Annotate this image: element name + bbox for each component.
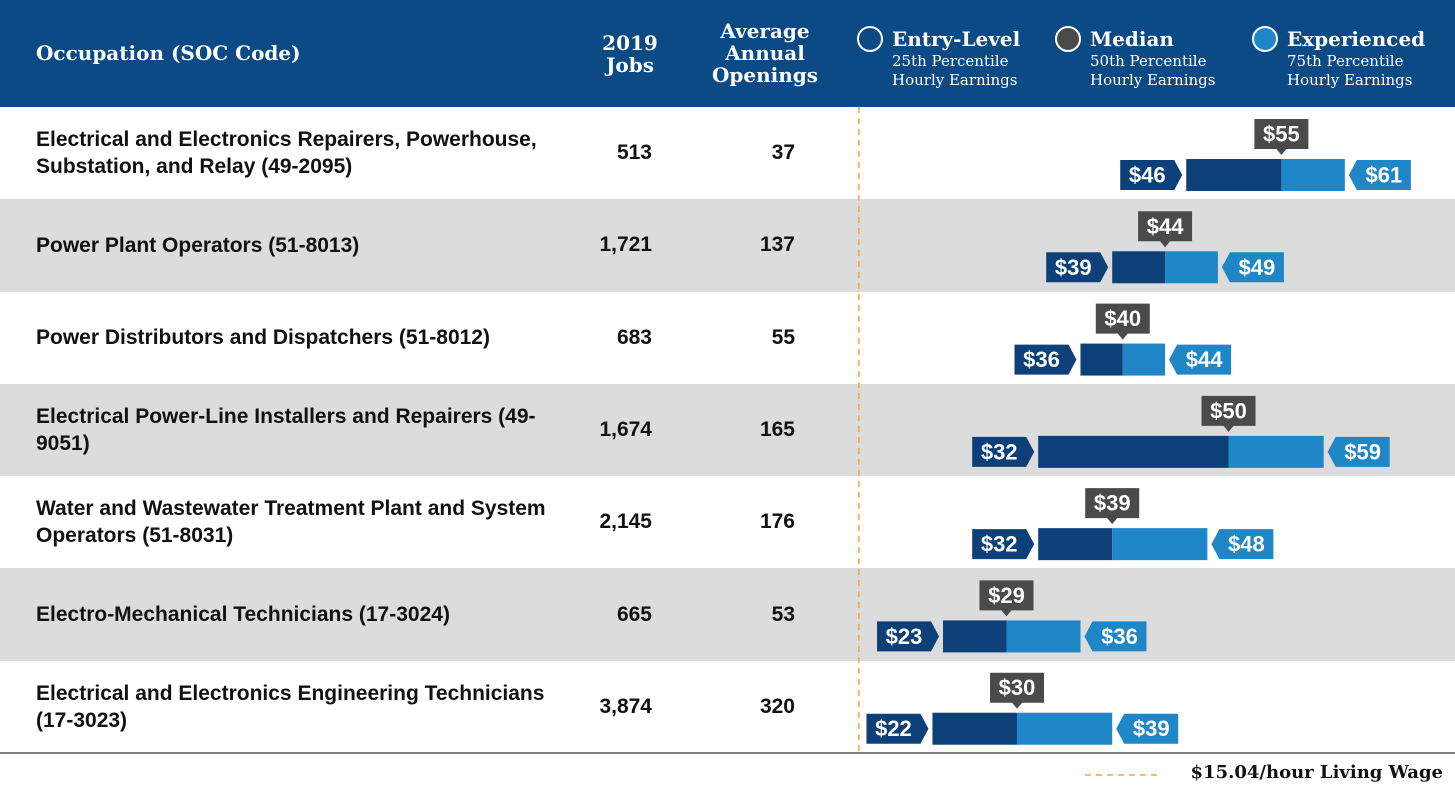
median-label-box [1201,395,1256,432]
bar-lower [1186,159,1282,191]
occupation-name: Electro-Mechanical Technicians (17-3024) [36,603,450,627]
bar-lower [1112,251,1166,284]
experienced-label-box [1221,252,1284,283]
jobs-value: 513 [616,141,652,165]
experienced-label-box [1169,344,1232,375]
legend-title: Median [1090,27,1174,51]
bar-upper [1112,528,1208,561]
legend-swatch [857,26,883,52]
entry-label: $39 [1055,255,1092,280]
experienced-label-box [1084,621,1147,652]
experienced-label-box [1116,713,1179,744]
median-label: $40 [1104,306,1141,331]
bar-upper [1281,159,1345,191]
median-label: $50 [1210,398,1247,423]
openings-value: 137 [759,233,795,257]
bar-lower [943,620,1007,653]
experienced-label: $49 [1239,255,1276,280]
jobs-value: 2,145 [599,510,652,534]
entry-label: $46 [1129,163,1166,188]
entry-label-box [1014,344,1077,375]
experienced-label: $48 [1228,532,1265,557]
median-label: $39 [1094,491,1131,516]
experienced-label: $61 [1365,163,1402,188]
entry-label-box [972,529,1035,560]
legend-swatch [1055,26,1081,52]
entry-label: $36 [1023,347,1060,372]
jobs-value: 3,874 [599,694,652,718]
bar-lower [1038,435,1229,468]
median-label-box [1254,119,1309,155]
median-label: $44 [1147,214,1184,239]
jobs-value: 683 [616,325,652,349]
column-header: 2019 Jobs [602,31,658,77]
legend-title: Experienced [1287,27,1426,51]
legend-description: 50th Percentile Hourly Earnings [1090,52,1216,89]
experienced-label: $59 [1344,439,1381,464]
entry-label-box [972,436,1035,467]
entry-label: $22 [875,716,912,741]
median-label: $55 [1263,122,1300,147]
bar-lower [1080,343,1123,376]
legend-description: 25th Percentile Hourly Earnings [892,52,1018,89]
median-label-box [979,580,1034,617]
openings-value: 165 [759,417,795,441]
entry-label: $23 [886,624,923,649]
legend-swatch [1252,26,1278,52]
entry-label-box [866,713,929,744]
row-background [0,476,1455,569]
median-label-box [1085,488,1140,525]
experienced-label-box [1348,160,1411,190]
openings-value: 55 [771,325,795,349]
openings-value: 176 [759,510,795,534]
median-label: $30 [999,675,1036,700]
entry-label-box [877,621,940,652]
bar-upper [1017,712,1113,745]
experienced-label: $39 [1133,716,1170,741]
jobs-value: 1,721 [599,233,652,257]
median-label: $29 [988,583,1025,608]
entry-label: $32 [981,439,1018,464]
openings-value: 320 [759,694,795,718]
bar-lower [1038,528,1113,561]
bar-upper [1228,435,1324,468]
openings-value: 37 [771,141,795,165]
experienced-label: $44 [1186,347,1223,372]
column-header: Occupation (SOC Code) [36,41,301,65]
bar-upper [1006,620,1081,653]
occupation-name: Power Plant Operators (51-8013) [36,233,360,257]
experienced-label: $36 [1101,624,1138,649]
entry-label-box [1120,160,1183,190]
bar-upper [1165,251,1218,284]
legend-title: Entry-Level [892,27,1021,51]
occupation-name: Electrical and Electronics Repairers, Po… [36,128,537,179]
entry-label-box [1046,252,1109,283]
occupation-name: Water and Wastewater Treatment Plant and… [36,497,546,548]
median-label-box [990,672,1045,709]
column-header: Average Annual Openings [711,19,819,87]
experienced-label-box [1327,436,1390,467]
living-wage-label: $15.04/hour Living Wage [1190,762,1443,783]
jobs-value: 665 [616,602,652,626]
bar-upper [1122,343,1166,376]
bar-lower [932,712,1018,745]
jobs-value: 1,674 [599,417,652,441]
header [0,0,1455,107]
median-label-box [1138,211,1193,248]
median-label-box [1095,303,1150,340]
legend-description: 75th Percentile Hourly Earnings [1287,52,1413,89]
row-background [0,660,1455,753]
occupation-name: Power Distributors and Dispatchers (51-8… [36,326,490,350]
occupation-name: Electrical Power-Line Installers and Rep… [36,404,536,455]
experienced-label-box [1211,529,1274,560]
row-background [0,568,1455,661]
entry-label: $32 [981,532,1018,557]
occupation-name: Electrical and Electronics Engineering T… [36,681,545,732]
openings-value: 53 [771,602,795,626]
